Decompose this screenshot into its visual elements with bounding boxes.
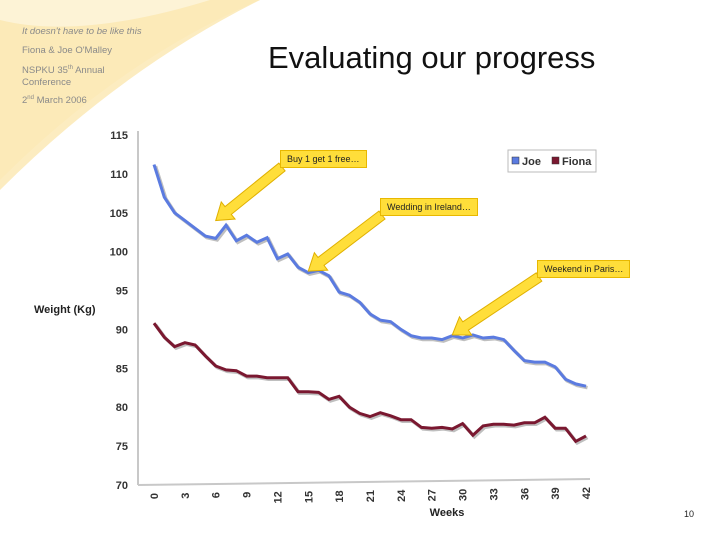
y-tick-label: 75 — [116, 441, 128, 453]
x-axis-label: Weeks — [430, 507, 465, 519]
background-swoosh — [0, 0, 260, 190]
legend-swatch-joe — [511, 156, 520, 165]
arrow-shape — [307, 210, 386, 272]
slide-subtitle: It doesn't have to be like this — [22, 26, 142, 37]
y-tick-label: 100 — [110, 247, 128, 259]
legend-label-joe: Joe — [522, 156, 541, 168]
x-tick-label: 42 — [581, 487, 593, 499]
x-tick-label: 0 — [149, 493, 161, 499]
series-line-joe — [152, 164, 587, 388]
x-tick-label: 6 — [211, 492, 223, 498]
x-tick-label: 36 — [519, 488, 531, 500]
y-axis-label: Weight (Kg) — [34, 304, 96, 316]
y-tick-label: 80 — [116, 402, 128, 414]
page-number: 10 — [684, 509, 695, 519]
series-shadow-fiona — [154, 323, 589, 446]
x-tick-label: 3 — [180, 493, 192, 499]
y-tick-label: 85 — [116, 363, 128, 375]
y-tick-label: 110 — [110, 169, 128, 181]
annotation-callout: Buy 1 get 1 free… — [280, 150, 367, 168]
x-tick-label: 9 — [242, 492, 254, 498]
presentation-date: 2nd March 2006 — [22, 95, 87, 107]
x-axis-line — [137, 478, 591, 486]
y-tick-label: 105 — [110, 208, 128, 220]
y-tick-label: 70 — [116, 480, 128, 492]
arrow-shape — [451, 272, 543, 336]
legend-swatch-fiona — [551, 156, 560, 165]
legend-label-fiona: Fiona — [562, 156, 592, 168]
legend: Joe Fiona — [507, 149, 597, 173]
x-tick-label: 39 — [550, 487, 562, 499]
y-tick-label: 90 — [116, 324, 128, 336]
x-tick-label: 21 — [365, 490, 377, 502]
conference: NSPKU 35th Annual Conference — [22, 65, 105, 89]
y-tick-label: 95 — [116, 286, 128, 298]
annotation-arrow — [451, 272, 543, 336]
annotation-callout: Weekend in Paris… — [537, 260, 631, 278]
x-tick-label: 15 — [303, 491, 315, 503]
annotation-callout: Wedding in Ireland… — [380, 198, 478, 216]
annotation-arrow — [215, 162, 286, 222]
x-tick-label: 27 — [427, 489, 439, 501]
series-shadow-joe — [153, 165, 588, 390]
x-tick-label: 24 — [396, 489, 408, 502]
series-line-fiona — [152, 322, 587, 444]
x-tick-label: 33 — [488, 488, 500, 500]
x-tick-label: 12 — [272, 491, 284, 503]
x-tick-label: 18 — [334, 490, 346, 502]
arrow-shape — [215, 162, 286, 222]
page-title: Evaluating our progress — [268, 40, 596, 75]
annotation-arrow — [307, 210, 386, 272]
x-tick-label: 30 — [458, 489, 470, 501]
presenters: Fiona & Joe O'Malley — [22, 45, 112, 56]
y-tick-label: 115 — [110, 130, 128, 142]
